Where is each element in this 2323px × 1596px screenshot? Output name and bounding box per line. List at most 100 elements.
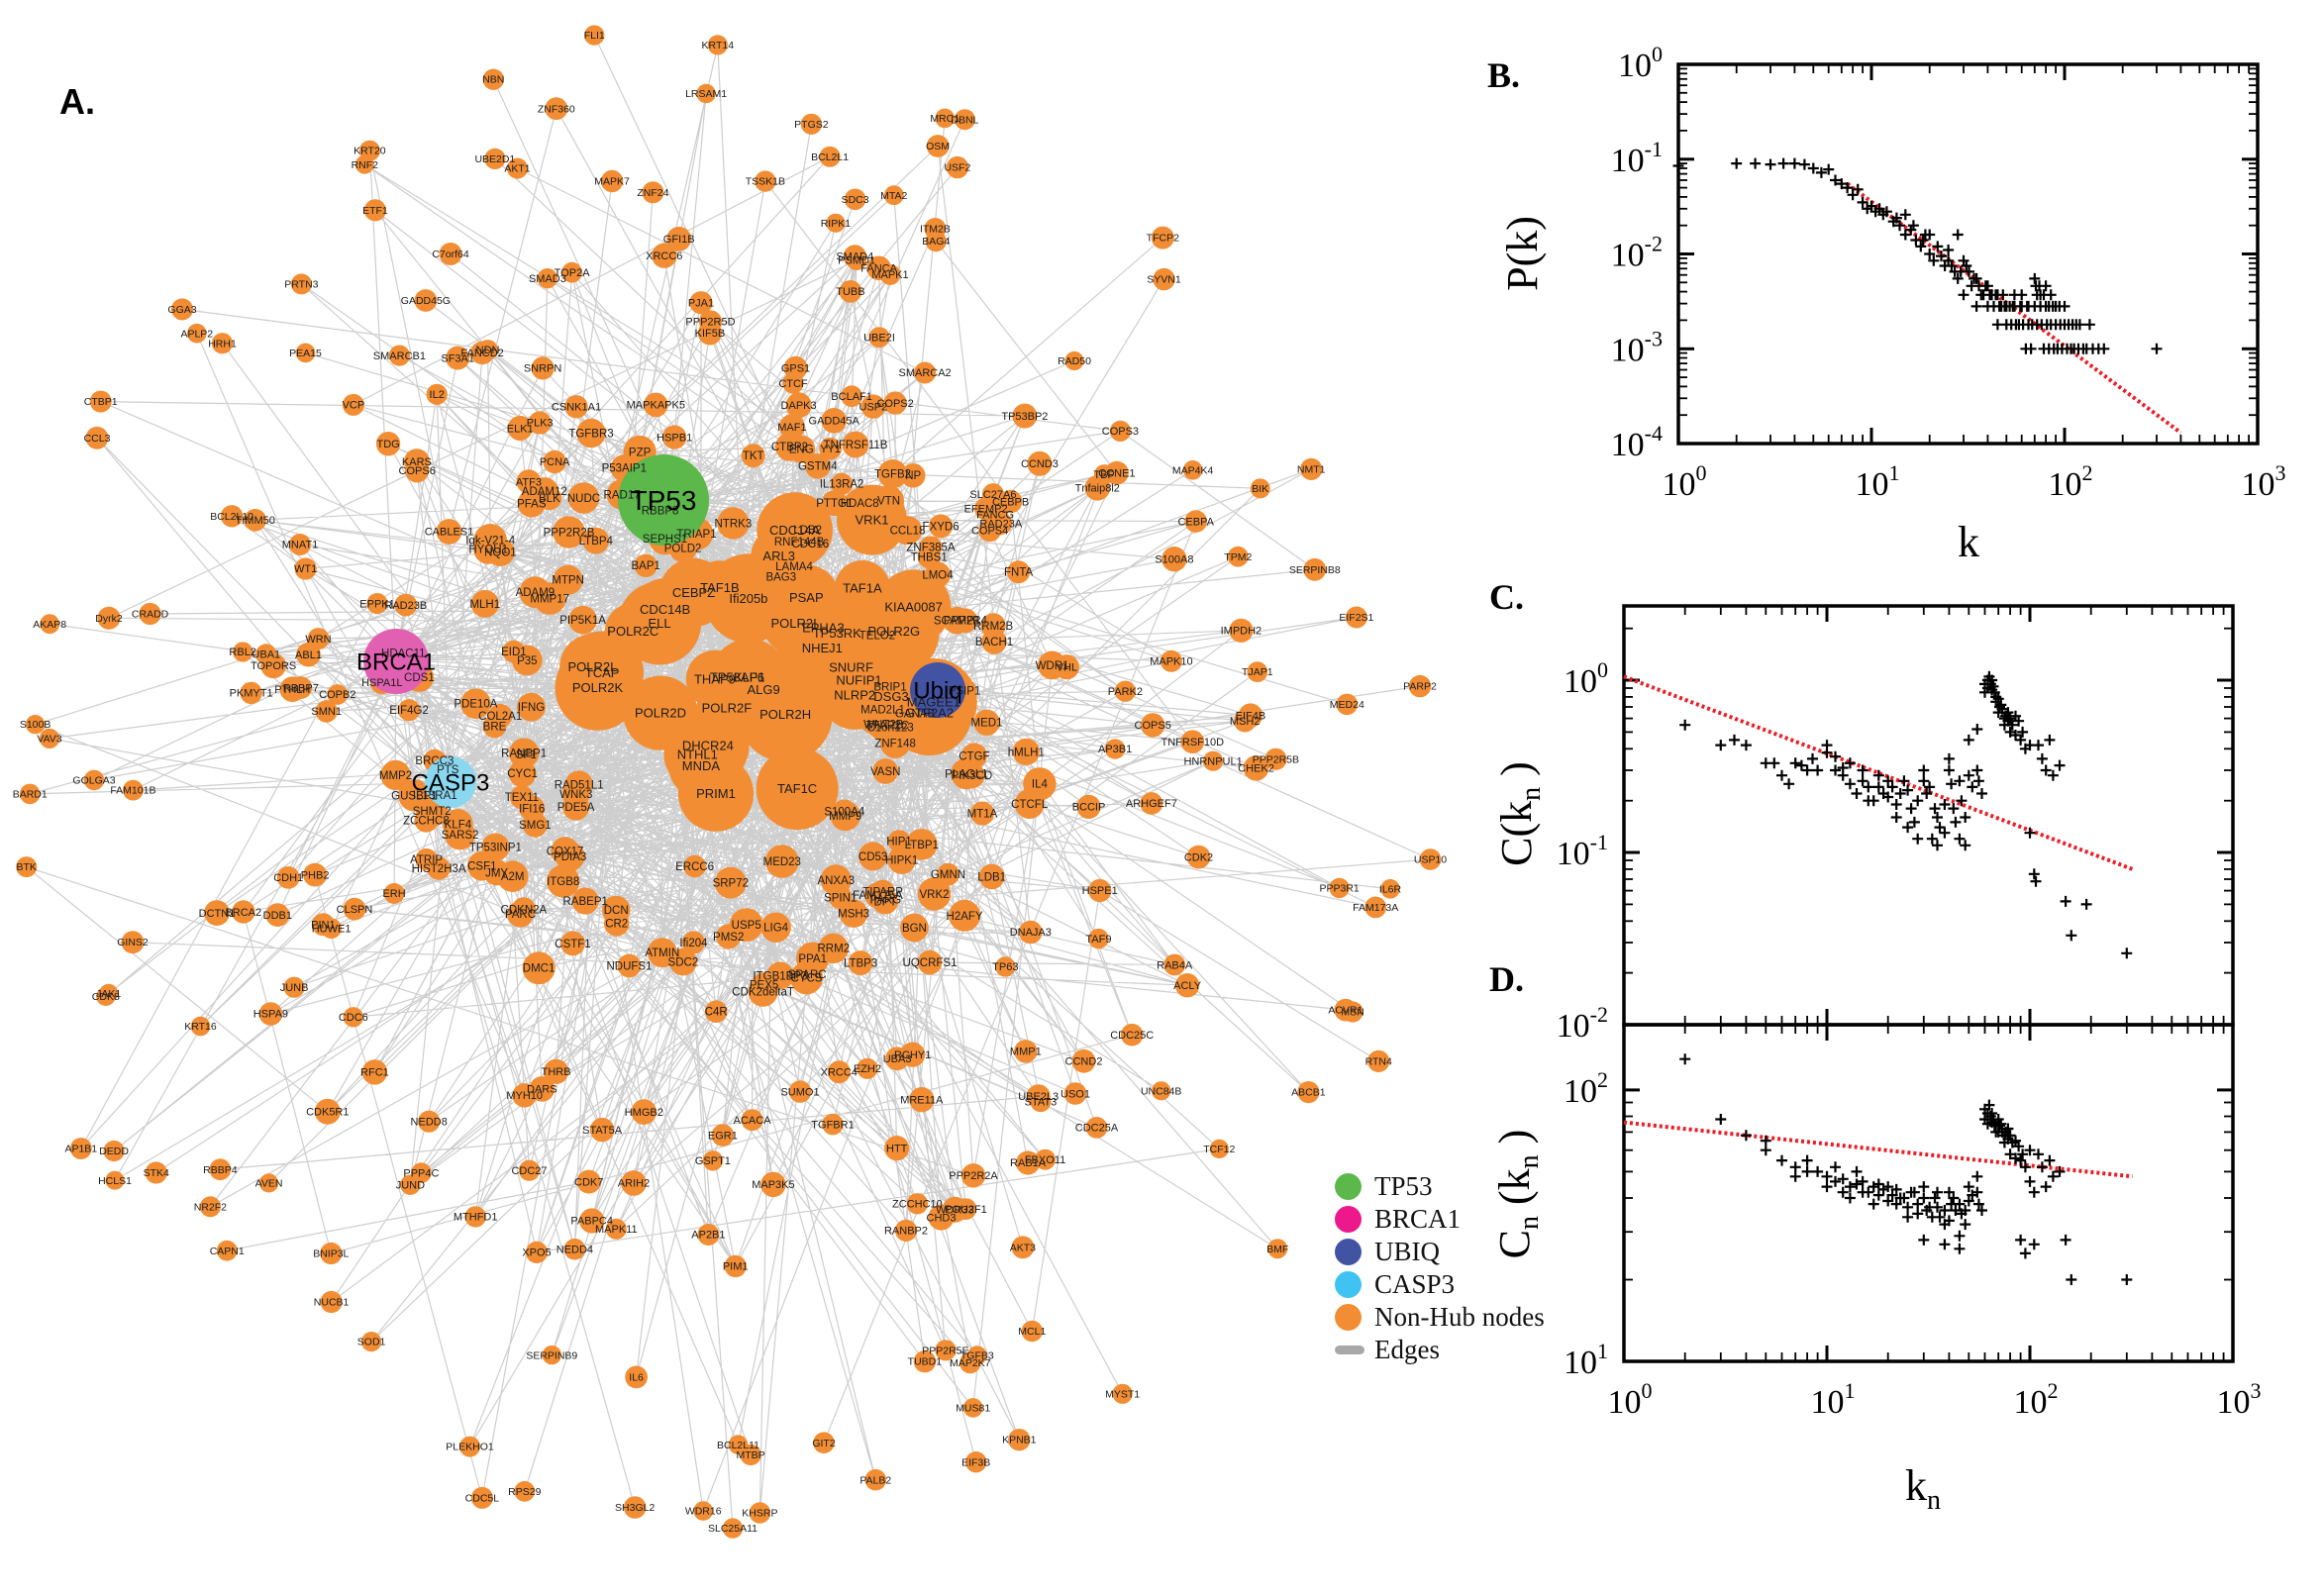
network-node[interactable] [819,437,842,460]
network-node[interactable] [625,1365,648,1389]
network-node[interactable] [190,1016,211,1037]
network-node[interactable] [1227,546,1249,567]
network-node[interactable] [1023,767,1057,801]
network-node[interactable] [913,1350,937,1373]
network-node[interactable] [601,895,631,925]
network-node[interactable] [519,795,546,822]
network-node[interactable] [793,960,822,989]
network-node[interactable] [959,762,985,789]
network-node[interactable] [618,581,702,665]
network-node[interactable] [800,113,823,135]
network-node[interactable] [105,1170,125,1190]
network-node[interactable] [831,472,854,495]
network-node[interactable] [961,743,987,769]
network-node[interactable] [443,809,473,840]
network-node[interactable] [1162,547,1187,572]
network-node[interactable] [846,249,867,270]
network-node[interactable] [1152,1081,1171,1101]
network-node[interactable] [464,1206,486,1228]
network-node[interactable] [537,268,558,289]
network-node[interactable] [704,1000,728,1023]
network-node[interactable] [623,675,698,750]
network-node[interactable] [1163,953,1186,976]
network-node[interactable] [623,1496,647,1519]
network-node[interactable] [25,715,46,735]
network-node[interactable] [525,1241,549,1263]
network-node[interactable] [89,390,112,413]
network-node[interactable] [589,1117,615,1143]
network-node[interactable] [788,1080,812,1103]
network-node[interactable] [511,897,537,922]
network-node[interactable] [439,243,462,265]
network-node[interactable] [145,1161,167,1184]
network-node[interactable] [403,449,430,475]
network-node[interactable] [821,408,847,434]
network-node[interactable] [818,933,849,963]
network-node[interactable] [547,864,580,898]
network-node[interactable] [1408,674,1432,698]
network-node[interactable] [1019,920,1043,945]
network-node[interactable] [702,1150,724,1171]
network-node[interactable] [1153,267,1175,291]
network-node[interactable] [1264,748,1287,770]
network-node[interactable] [564,395,588,419]
network-node[interactable] [749,1502,771,1524]
network-node[interactable] [860,394,886,419]
network-node[interactable] [216,1240,238,1261]
network-node[interactable] [1012,738,1040,766]
network-node[interactable] [960,1351,981,1374]
network-node[interactable] [1229,618,1254,643]
network-node[interactable] [862,621,891,649]
network-node[interactable] [1247,661,1268,682]
network-node[interactable] [522,951,556,985]
network-node[interactable] [509,738,540,768]
network-node[interactable] [320,1290,343,1314]
network-node[interactable] [1063,1082,1087,1105]
network-node[interactable] [819,146,841,167]
network-node[interactable] [1203,750,1224,771]
network-node[interactable] [375,432,401,456]
network-node[interactable] [470,1486,493,1509]
network-node[interactable] [99,983,119,1003]
network-node[interactable] [766,562,796,591]
network-node[interactable] [668,734,734,799]
network-node[interactable] [1076,794,1101,820]
network-node[interactable] [1105,460,1129,485]
network-node[interactable] [1419,848,1442,870]
network-node[interactable] [103,1140,125,1162]
network-node[interactable] [1088,878,1112,903]
network-node[interactable] [906,829,938,860]
network-node[interactable] [1012,403,1038,429]
network-node[interactable] [39,728,60,749]
network-node[interactable] [796,519,819,542]
network-node[interactable] [1021,1320,1044,1343]
network-node[interactable] [707,35,728,55]
network-node[interactable] [883,391,907,415]
network-node[interactable] [342,393,364,416]
network-node[interactable] [858,842,888,871]
network-node[interactable] [470,589,499,618]
network-node[interactable] [85,426,109,449]
network-node[interactable] [1064,350,1084,371]
network-node[interactable] [784,589,861,666]
network-node[interactable] [1300,457,1323,480]
network-node[interactable] [121,931,145,954]
network-node[interactable] [1027,450,1053,476]
network-node[interactable] [415,848,438,871]
network-node[interactable] [303,862,327,887]
network-node[interactable] [884,1136,910,1161]
network-node[interactable] [826,213,846,233]
network-node[interactable] [683,854,706,878]
network-node[interactable] [760,1171,786,1198]
network-node[interactable] [1243,755,1269,781]
network-node[interactable] [652,243,677,268]
network-node[interactable] [1345,606,1367,629]
network-node[interactable] [689,291,713,315]
network-node[interactable] [296,642,321,667]
network-node[interactable] [531,356,555,380]
network-node[interactable] [543,449,566,474]
network-node[interactable] [1180,730,1205,753]
network-node[interactable] [83,769,105,791]
network-node[interactable] [785,392,812,419]
network-node[interactable] [669,948,697,976]
